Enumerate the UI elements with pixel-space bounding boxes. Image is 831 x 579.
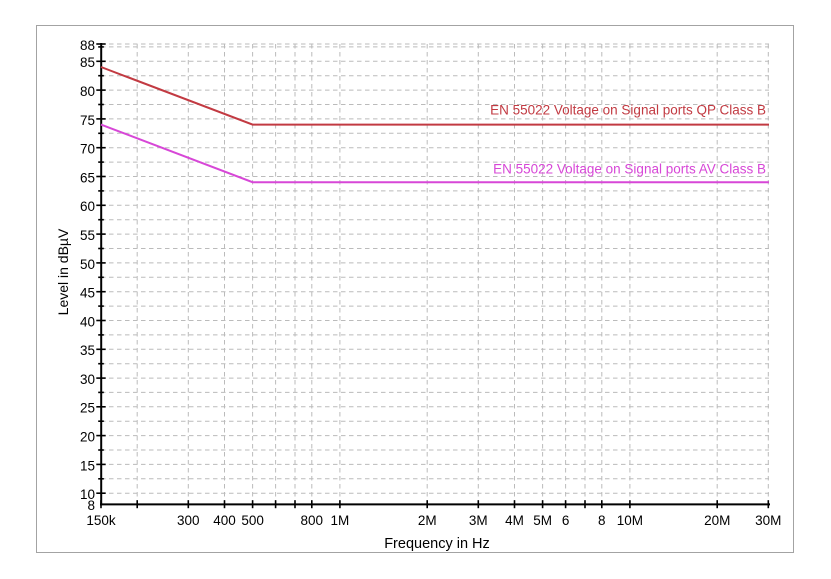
svg-text:60: 60 (80, 199, 95, 214)
svg-text:30: 30 (80, 372, 95, 387)
svg-text:8: 8 (598, 513, 606, 528)
svg-text:45: 45 (80, 286, 95, 301)
svg-text:25: 25 (80, 401, 95, 416)
svg-text:300: 300 (177, 513, 200, 528)
svg-text:5M: 5M (533, 513, 552, 528)
svg-text:3M: 3M (469, 513, 488, 528)
svg-text:75: 75 (80, 113, 95, 128)
svg-text:30M: 30M (755, 513, 781, 528)
svg-text:15: 15 (80, 458, 95, 473)
svg-text:70: 70 (80, 142, 95, 157)
svg-text:10: 10 (80, 487, 95, 502)
svg-text:80: 80 (80, 84, 95, 99)
svg-text:400: 400 (213, 513, 236, 528)
svg-text:10M: 10M (617, 513, 643, 528)
svg-text:EN 55022 Voltage on Signal por: EN 55022 Voltage on Signal ports AV Clas… (493, 162, 766, 177)
svg-text:150k: 150k (86, 513, 116, 528)
svg-text:35: 35 (80, 343, 95, 358)
svg-text:6: 6 (562, 513, 570, 528)
svg-text:EN 55022 Voltage on Signal por: EN 55022 Voltage on Signal ports QP Clas… (490, 103, 766, 118)
svg-text:Frequency in Hz: Frequency in Hz (384, 536, 490, 552)
svg-text:2M: 2M (418, 513, 437, 528)
svg-text:800: 800 (301, 513, 324, 528)
svg-text:65: 65 (80, 170, 95, 185)
svg-text:500: 500 (241, 513, 264, 528)
svg-text:1M: 1M (331, 513, 350, 528)
svg-text:20M: 20M (704, 513, 730, 528)
svg-text:8: 8 (87, 498, 95, 513)
svg-text:20: 20 (80, 430, 95, 445)
svg-text:55: 55 (80, 228, 95, 243)
svg-text:85: 85 (80, 55, 95, 70)
svg-text:50: 50 (80, 257, 95, 272)
svg-text:Level in dBµV: Level in dBµV (55, 228, 71, 315)
svg-text:40: 40 (80, 314, 95, 329)
svg-text:88: 88 (80, 38, 95, 53)
svg-text:4M: 4M (505, 513, 524, 528)
